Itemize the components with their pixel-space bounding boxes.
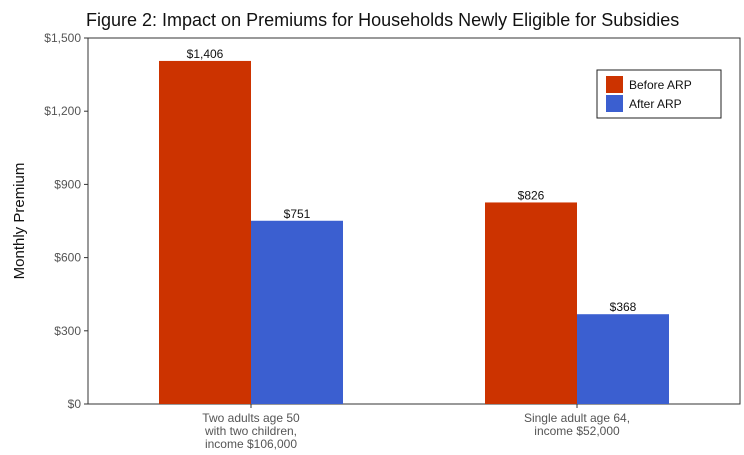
y-tick-label: $300 xyxy=(54,324,81,338)
chart-title: Figure 2: Impact on Premiums for Househo… xyxy=(86,10,680,30)
y-tick-label: $1,200 xyxy=(44,104,81,118)
plot-panel xyxy=(87,37,741,405)
y-tick-label: $1,500 xyxy=(44,31,81,45)
legend-swatch xyxy=(606,76,623,93)
data-label: $1,406 xyxy=(187,47,224,61)
x-tick-label: with two children, xyxy=(204,424,297,438)
y-tick-label: $600 xyxy=(54,251,81,265)
x-tick-label: income $106,000 xyxy=(205,437,297,451)
data-label: $826 xyxy=(518,188,545,202)
y-axis-label: Monthly Premium xyxy=(11,163,28,280)
x-tick-label: income $52,000 xyxy=(534,424,620,438)
x-tick-label: Single adult age 64, xyxy=(524,411,630,425)
bar xyxy=(577,314,669,404)
bar xyxy=(485,202,577,404)
y-tick-label: $900 xyxy=(54,177,81,191)
bar xyxy=(251,220,343,404)
legend-label: After ARP xyxy=(629,97,682,111)
y-tick-label: $0 xyxy=(68,397,82,411)
data-label: $751 xyxy=(284,207,311,221)
legend-label: Before ARP xyxy=(629,78,692,92)
x-tick-label: Two adults age 50 xyxy=(202,411,300,425)
legend-swatch xyxy=(606,95,623,112)
bar xyxy=(159,60,251,404)
data-label: $368 xyxy=(610,300,637,314)
